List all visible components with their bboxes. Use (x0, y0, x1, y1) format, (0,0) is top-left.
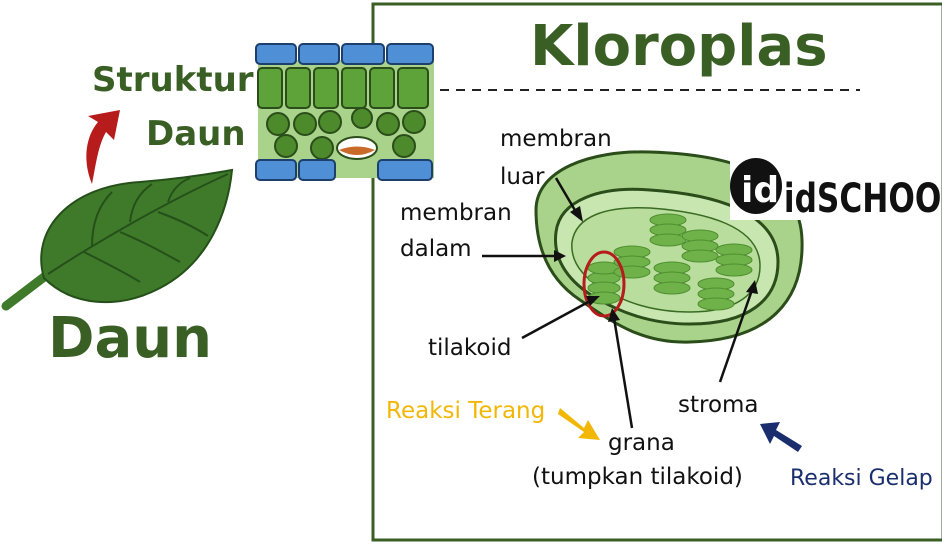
label-reaksi-gelap: Reaksi Gelap (790, 466, 933, 491)
reaksi-gelap-arrow-icon (760, 422, 802, 452)
pointer-arrows (482, 177, 754, 429)
red-up-arrow-icon (86, 110, 120, 184)
struktur-label: Struktur (92, 60, 254, 100)
idschool-logo: id idSCHOOL (730, 150, 942, 222)
granum-6 (653, 261, 691, 295)
granum-highlight-ring (582, 250, 626, 318)
chloroplast (534, 150, 804, 344)
label-stroma: stroma (678, 392, 759, 418)
label-tilakoid: tilakoid (428, 335, 512, 361)
arrow-membran-luar (554, 177, 578, 213)
stoma (336, 136, 378, 160)
label-membran-luar-1: membran (500, 126, 612, 152)
daun-small-label: Daun (146, 114, 246, 154)
leaf-cross-section (255, 43, 434, 181)
arrow-grana (612, 317, 634, 429)
leaf-icon (1, 168, 234, 311)
spongy-cells (266, 107, 426, 160)
arrowheads (554, 206, 758, 322)
label-membran-luar-2: luar (500, 164, 545, 190)
kloroplas-title: Kloroplas (530, 14, 828, 79)
label-grana: grana (608, 430, 675, 456)
reaksi-terang-arrow-icon (558, 408, 600, 440)
arrow-tilakoid (521, 298, 593, 340)
granum-7 (697, 277, 735, 311)
grana (587, 213, 753, 311)
palisade-cells (257, 67, 429, 109)
label-reaksi-terang: Reaksi Terang (386, 398, 546, 424)
svg-text:idSCHOOL: idSCHOOL (784, 176, 942, 222)
granum-1 (587, 261, 621, 305)
kloroplas-panel-border (371, 2, 942, 542)
granum-4 (681, 229, 719, 263)
arrow-stroma (718, 289, 754, 383)
label-membran-dalam-1: membran (400, 200, 512, 226)
lower-epidermis (255, 159, 433, 181)
svg-text:id: id (741, 170, 779, 211)
upper-epidermis (255, 43, 434, 65)
granum-5 (715, 243, 753, 277)
granum-3 (649, 213, 687, 247)
label-grana-sub: (tumpkan tilakoid) (532, 464, 743, 490)
daun-big-label: Daun (48, 306, 213, 371)
label-membran-dalam-2: dalam (400, 236, 472, 262)
